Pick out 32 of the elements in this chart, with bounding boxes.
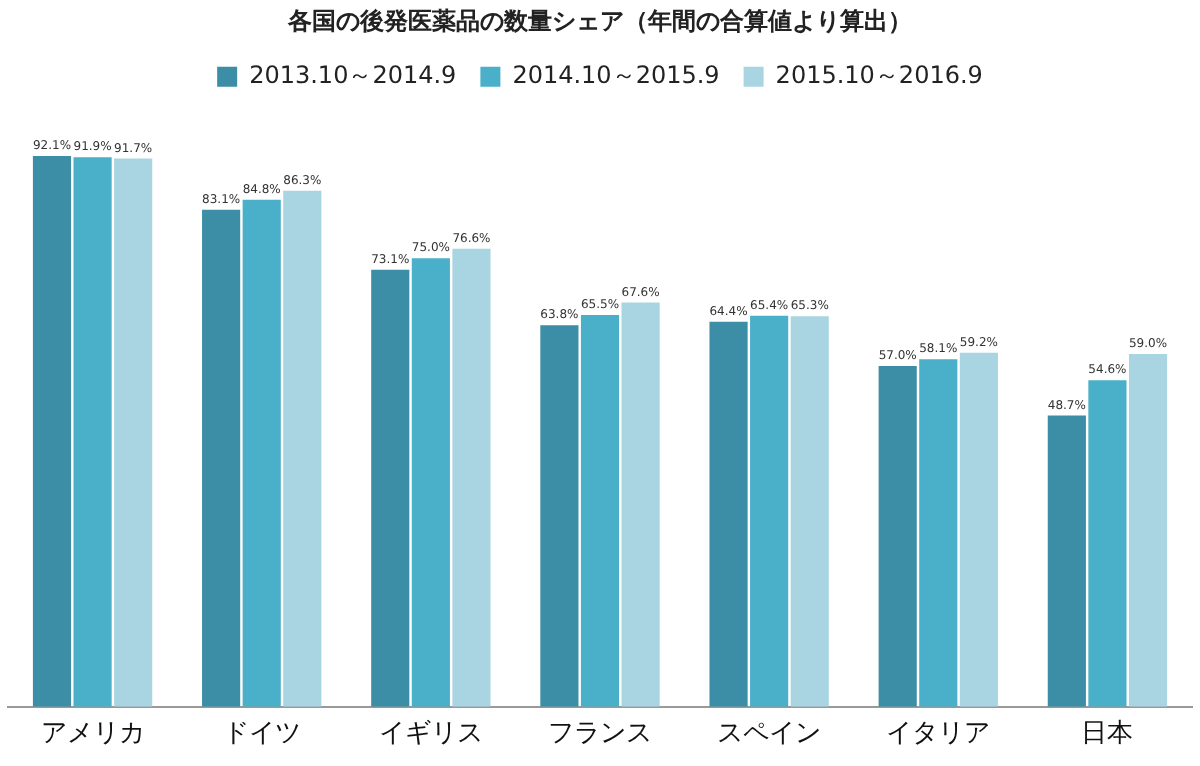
bar [1047, 415, 1086, 707]
bar [371, 269, 410, 707]
bar [709, 321, 748, 707]
x-tick-label: イタリア [886, 719, 991, 750]
x-tick-label: 日本 [1081, 719, 1134, 750]
bar [114, 158, 153, 707]
bar [452, 248, 491, 707]
bar [790, 316, 829, 707]
bar [242, 199, 281, 707]
bar [1128, 353, 1168, 707]
bar [540, 325, 579, 707]
bar [411, 258, 450, 707]
bar [919, 359, 958, 707]
bar [1088, 380, 1127, 707]
x-tick-label: アメリカ [40, 719, 145, 750]
bar [73, 157, 112, 707]
bar [878, 365, 917, 707]
x-tick-label: ドイツ [222, 719, 301, 750]
legend-label: 2013.10～2014.9 [249, 61, 457, 90]
x-tick-label: イギリス [378, 719, 483, 750]
legend-label: 2015.10～2016.9 [775, 61, 983, 90]
bar [959, 352, 998, 707]
bar [202, 209, 241, 707]
bar [750, 315, 789, 707]
x-tick-label: フランス [548, 719, 652, 750]
bar [580, 315, 620, 707]
legend-label: 2014.10～2015.9 [512, 61, 720, 90]
bar [32, 156, 72, 707]
chart-title: 各国の後発医薬品の数量シェア（年間の合算値より算出） [286, 6, 912, 35]
bar [283, 190, 322, 707]
bar [621, 302, 660, 707]
x-tick-label: スペイン [717, 719, 822, 750]
